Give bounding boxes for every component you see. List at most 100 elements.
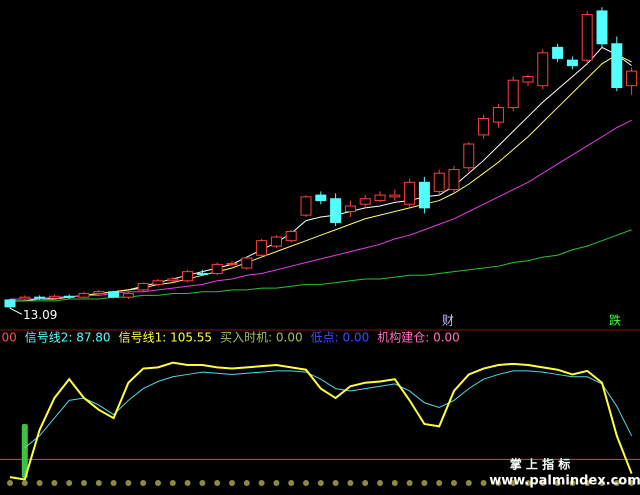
candle-body (522, 76, 534, 83)
candle-body (404, 181, 416, 205)
signal-dot (155, 480, 161, 486)
signal-dot (584, 480, 591, 486)
candle-body (167, 278, 179, 282)
signal-dot (406, 480, 413, 486)
candle-body (108, 291, 120, 298)
candle-body (478, 118, 490, 136)
signal-dot (288, 480, 295, 486)
candle-body (137, 283, 149, 291)
legend-entry: 低点: 0.00 (311, 331, 370, 345)
signal-dot (51, 480, 58, 486)
candle-body (300, 196, 312, 216)
signal-dot (303, 480, 309, 486)
legend-entry: 信号线2: 87.80 (25, 331, 111, 345)
candle-body (492, 107, 504, 123)
candle-body (270, 236, 282, 247)
signal-dot (243, 480, 250, 486)
candle-body (566, 59, 578, 67)
signal-dot (332, 480, 339, 486)
signal-bar (21, 424, 28, 478)
candle-body (152, 280, 164, 285)
signal-dot (214, 480, 221, 486)
legend-entry: 信号线1: 105.55 (119, 331, 212, 345)
candle-body (418, 181, 430, 209)
signal-dot (628, 480, 635, 486)
signal-dot (125, 480, 132, 486)
candle-body (19, 296, 31, 300)
signal-dot (480, 480, 487, 486)
signal-dot (110, 480, 117, 486)
signal-dot (347, 480, 354, 486)
signal-dot (169, 480, 176, 486)
low-leader (9, 307, 23, 315)
candle-body (78, 293, 90, 298)
candle-body (241, 257, 253, 269)
signal-dot (36, 480, 43, 486)
candle-body (433, 172, 445, 192)
candle-body (93, 291, 105, 295)
signal-dot (421, 480, 428, 486)
candle-body (344, 205, 356, 212)
legend-entry: 0.00 (0, 331, 17, 345)
signal-dot (510, 480, 517, 486)
signal-dot (258, 480, 265, 486)
candle-body (359, 198, 371, 205)
low-price-label: 13.09 (23, 308, 57, 322)
signal-dot (465, 480, 472, 486)
candle-body (34, 296, 46, 299)
candle-body (507, 79, 519, 109)
candle-body (374, 194, 386, 202)
indicator-line (24, 370, 633, 448)
candle-body (63, 295, 75, 298)
signal-dot (317, 480, 324, 486)
signal-dot (451, 480, 457, 486)
candle-body (4, 299, 16, 308)
candle-body (596, 10, 608, 45)
candle-body (122, 293, 134, 298)
signal-dot (613, 480, 620, 486)
legend-entry: 机构建仓: 0.00 (377, 330, 460, 345)
annotation: 跌 (609, 313, 621, 328)
watermark-title: 掌 上 指 标 (510, 457, 571, 472)
candle-body (448, 169, 460, 191)
candle-body (211, 263, 223, 274)
annotation: 财 (442, 314, 454, 328)
candle-body (182, 271, 194, 282)
candle-body (389, 194, 401, 198)
candle-body (226, 262, 238, 265)
signal-dot (140, 480, 147, 486)
signal-dot (21, 480, 28, 486)
candle-body (611, 43, 623, 89)
candle-body (626, 70, 638, 87)
candle-body (552, 46, 564, 59)
signal-dot (7, 480, 13, 486)
signal-dot (377, 480, 383, 486)
signal-dot (436, 480, 443, 486)
candle-body (285, 231, 297, 242)
candle-body (48, 295, 60, 299)
moving-average-line (10, 119, 632, 300)
signal-dot (229, 480, 235, 486)
signal-dot (391, 480, 398, 486)
candle-body (256, 240, 268, 256)
signal-dot (599, 480, 605, 486)
signal-dot (199, 480, 206, 486)
moving-average-line (10, 54, 632, 300)
signal-dot (81, 480, 87, 486)
watermark-url: www.palmindex.com (489, 474, 640, 489)
signal-dot (525, 480, 531, 486)
moving-average-line (10, 229, 632, 302)
candle-body (315, 194, 327, 202)
signal-dot (95, 480, 102, 486)
indicator-line (9, 361, 633, 481)
candle-body (581, 14, 593, 61)
candle-body (330, 198, 342, 223)
signal-dot (66, 480, 73, 486)
signal-dot (539, 480, 546, 486)
legend-entry: 买入时机: 0.00 (220, 331, 303, 345)
signal-dot (495, 480, 502, 486)
candle-body (196, 272, 208, 275)
candle-body (537, 52, 549, 87)
